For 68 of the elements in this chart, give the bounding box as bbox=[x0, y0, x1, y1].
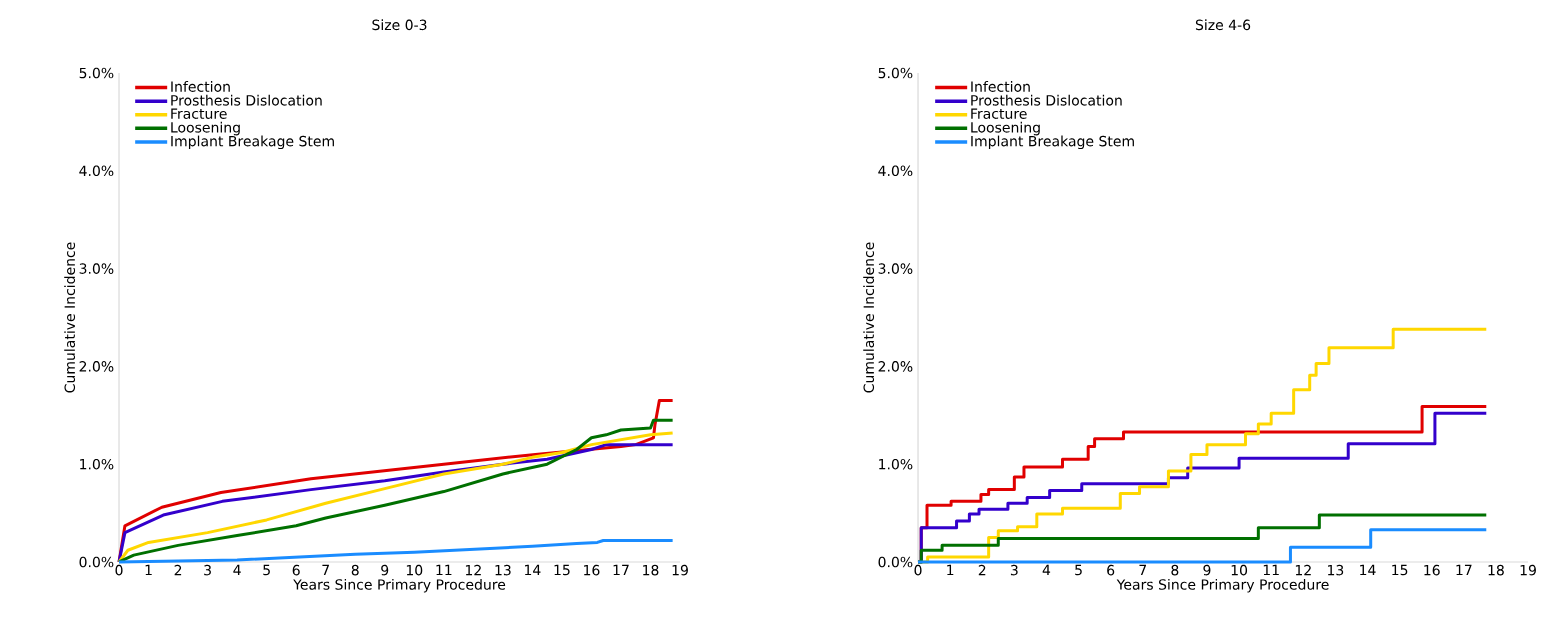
legend-label: Implant Breakage Stem bbox=[171, 135, 334, 150]
x-tick-label: 8 bbox=[351, 564, 359, 576]
x-tick-label: 11 bbox=[436, 564, 452, 576]
x-tick-label: 6 bbox=[292, 564, 300, 576]
x-tick-label: 2 bbox=[978, 564, 986, 576]
x-tick-label: 1 bbox=[145, 564, 152, 576]
x-tick-label: 10 bbox=[406, 564, 423, 576]
legend-label: Infection bbox=[171, 81, 230, 92]
x-tick-label: 2 bbox=[174, 564, 182, 576]
legend-label: Prosthesis Dislocation bbox=[971, 94, 1122, 106]
x-tick-label: 6 bbox=[1107, 564, 1115, 576]
x-tick-label: 16 bbox=[1424, 564, 1440, 576]
y-tick-label: 2.0% bbox=[79, 361, 114, 372]
chart-title: Size 0-3 bbox=[372, 19, 427, 31]
x-tick-label: 19 bbox=[672, 564, 688, 576]
x-axis-title: Years Since Primary Procedure bbox=[1116, 578, 1329, 593]
x-tick-label: 5 bbox=[263, 564, 270, 576]
x-tick-label: 17 bbox=[613, 564, 629, 576]
x-tick-label: 8 bbox=[1171, 564, 1179, 576]
legend-label: Loosening bbox=[971, 121, 1040, 136]
x-tick-label: 4 bbox=[233, 564, 241, 576]
y-tick-label: 3.0% bbox=[79, 263, 114, 274]
x-tick-label: 16 bbox=[584, 564, 600, 576]
x-tick-label: 9 bbox=[381, 564, 389, 576]
x-tick-label: 14 bbox=[525, 564, 541, 576]
y-tick-label: 0.0% bbox=[79, 556, 114, 568]
y-axis-title: Cumulative Incidence bbox=[64, 242, 76, 393]
x-tick-label: 3 bbox=[1010, 564, 1018, 576]
x-tick-label: 13 bbox=[1328, 564, 1344, 576]
x-tick-label: 11 bbox=[1263, 564, 1279, 576]
x-tick-label: 17 bbox=[1456, 564, 1472, 576]
legend-label: Implant Breakage Stem bbox=[971, 135, 1134, 150]
x-tick-label: 9 bbox=[1203, 564, 1211, 576]
x-tick-label: 3 bbox=[204, 564, 211, 576]
legend-label: Infection bbox=[971, 81, 1030, 92]
x-tick-label: 14 bbox=[1360, 564, 1376, 576]
x-tick-label: 4 bbox=[1042, 564, 1051, 576]
x-tick-label: 12 bbox=[1295, 564, 1311, 576]
x-tick-label: 0 bbox=[115, 564, 123, 576]
x-tick-label: 7 bbox=[322, 564, 329, 576]
x-tick-label: 18 bbox=[1488, 564, 1504, 576]
chart-title: Size 4-6 bbox=[1195, 19, 1251, 31]
legend-label: Prosthesis Dislocation bbox=[171, 94, 322, 106]
legend-label: Fracture bbox=[171, 108, 227, 119]
y-tick-label: 4.0% bbox=[79, 165, 114, 177]
legend-label: Fracture bbox=[971, 108, 1027, 119]
x-axis-title: Years Since Primary Procedure bbox=[293, 578, 506, 593]
x-tick-label: 10 bbox=[1231, 564, 1248, 576]
legend-label: Loosening bbox=[171, 121, 240, 136]
x-tick-label: 15 bbox=[1392, 564, 1408, 576]
x-tick-label: 7 bbox=[1139, 564, 1147, 576]
y-tick-label: 5.0% bbox=[878, 67, 913, 79]
x-tick-label: 5 bbox=[1075, 564, 1082, 576]
x-tick-label: 12 bbox=[465, 564, 481, 576]
x-tick-label: 15 bbox=[554, 564, 570, 576]
y-tick-label: 0.0% bbox=[878, 556, 913, 568]
x-tick-label: 0 bbox=[914, 564, 922, 576]
x-tick-label: 13 bbox=[495, 564, 511, 576]
x-tick-label: 1 bbox=[947, 564, 954, 576]
y-tick-label: 1.0% bbox=[80, 458, 114, 470]
y-tick-label: 4.0% bbox=[878, 165, 913, 177]
y-axis-title: Cumulative Incidence bbox=[863, 242, 875, 393]
y-tick-label: 2.0% bbox=[878, 361, 913, 372]
y-tick-label: 3.0% bbox=[878, 263, 913, 274]
y-tick-label: 5.0% bbox=[79, 67, 114, 79]
x-tick-label: 18 bbox=[643, 564, 659, 576]
x-tick-label: 19 bbox=[1520, 564, 1536, 576]
y-tick-label: 1.0% bbox=[879, 458, 913, 470]
